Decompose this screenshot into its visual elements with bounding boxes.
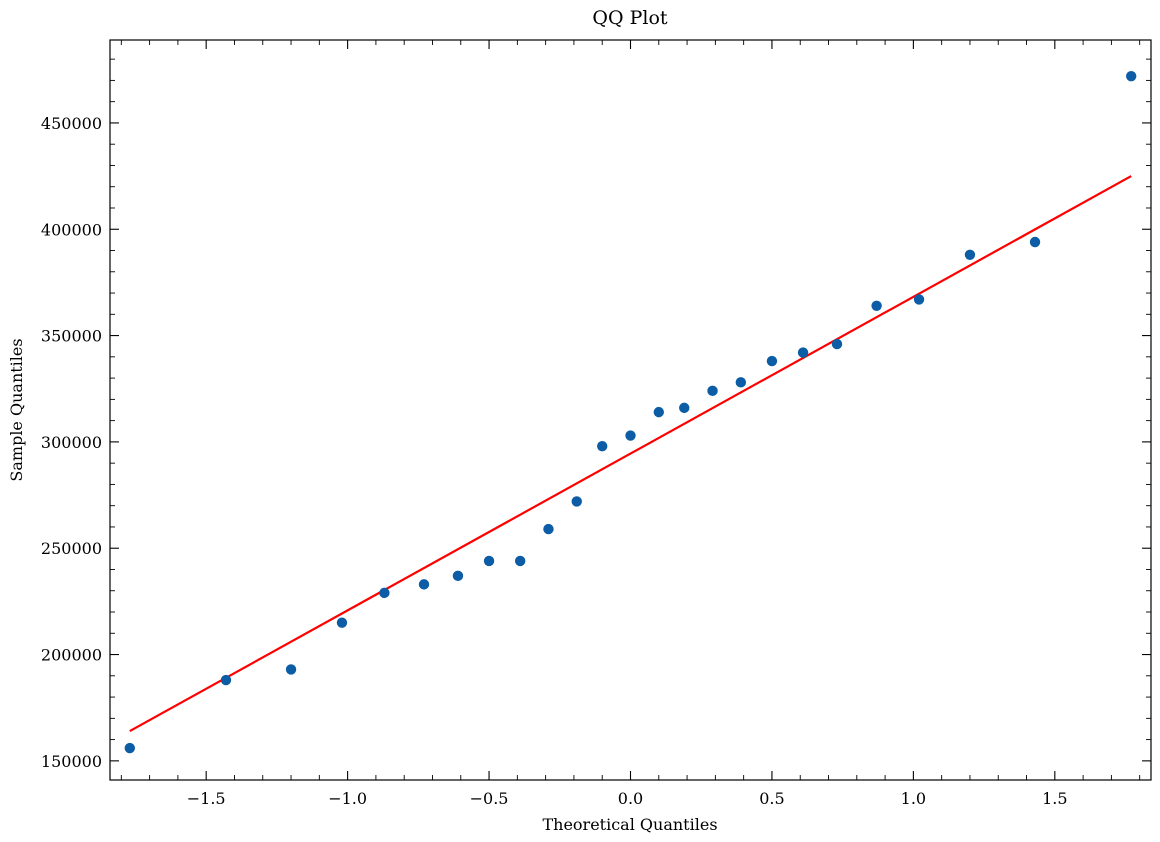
data-point: [871, 300, 882, 312]
x-tick-label: −1.0: [328, 789, 367, 808]
x-tick-label: 0.5: [759, 789, 784, 808]
data-point: [571, 496, 582, 507]
x-tick-label: −1.5: [187, 789, 226, 808]
data-point: [735, 377, 747, 388]
y-tick-label: 150000: [41, 752, 102, 771]
data-points: [124, 70, 1137, 754]
y-tick-label: 450000: [41, 114, 102, 133]
x-tick-label: 0.0: [618, 789, 643, 808]
x-tick-label: −0.5: [470, 789, 509, 808]
data-point: [1029, 236, 1041, 248]
data-point: [543, 523, 554, 535]
x-tick-label: 1.0: [901, 789, 926, 808]
data-point: [831, 338, 843, 350]
data-point: [452, 570, 464, 582]
axis-ticks: [110, 40, 1151, 780]
data-point: [625, 430, 636, 441]
y-tick-label: 400000: [41, 220, 102, 239]
data-point: [597, 440, 608, 452]
data-point: [1125, 70, 1137, 82]
data-point: [797, 347, 809, 358]
data-point: [124, 742, 136, 754]
data-point: [379, 587, 390, 599]
y-axis-label: Sample Quantiles: [7, 338, 26, 481]
axis-tick-labels: −1.5 −1.0 −0.5 0.0 0.5 1.0 1.5 150000 200000 2500…: [41, 114, 1068, 808]
y-tick-label: 250000: [41, 539, 102, 558]
x-axis-label: Theoretical Quantiles: [542, 815, 717, 834]
chart-title: QQ Plot: [592, 7, 667, 29]
y-tick-label: 350000: [41, 327, 102, 346]
data-point: [964, 249, 976, 260]
data-point: [336, 617, 348, 628]
data-point: [766, 355, 778, 367]
x-tick-label: 1.5: [1042, 789, 1067, 808]
plot-frame: [109, 39, 1152, 781]
data-point: [483, 555, 495, 567]
fit-line-group: [129, 175, 1132, 733]
y-tick-label: 300000: [41, 433, 102, 452]
data-point: [653, 406, 664, 418]
data-point: [220, 674, 232, 686]
data-point: [913, 294, 925, 305]
data-point: [418, 579, 430, 590]
data-point: [514, 555, 526, 567]
data-point: [285, 664, 297, 675]
data-point: [707, 385, 718, 397]
y-tick-label: 200000: [41, 646, 102, 665]
fit-line: [129, 175, 1132, 733]
data-point: [679, 402, 690, 414]
